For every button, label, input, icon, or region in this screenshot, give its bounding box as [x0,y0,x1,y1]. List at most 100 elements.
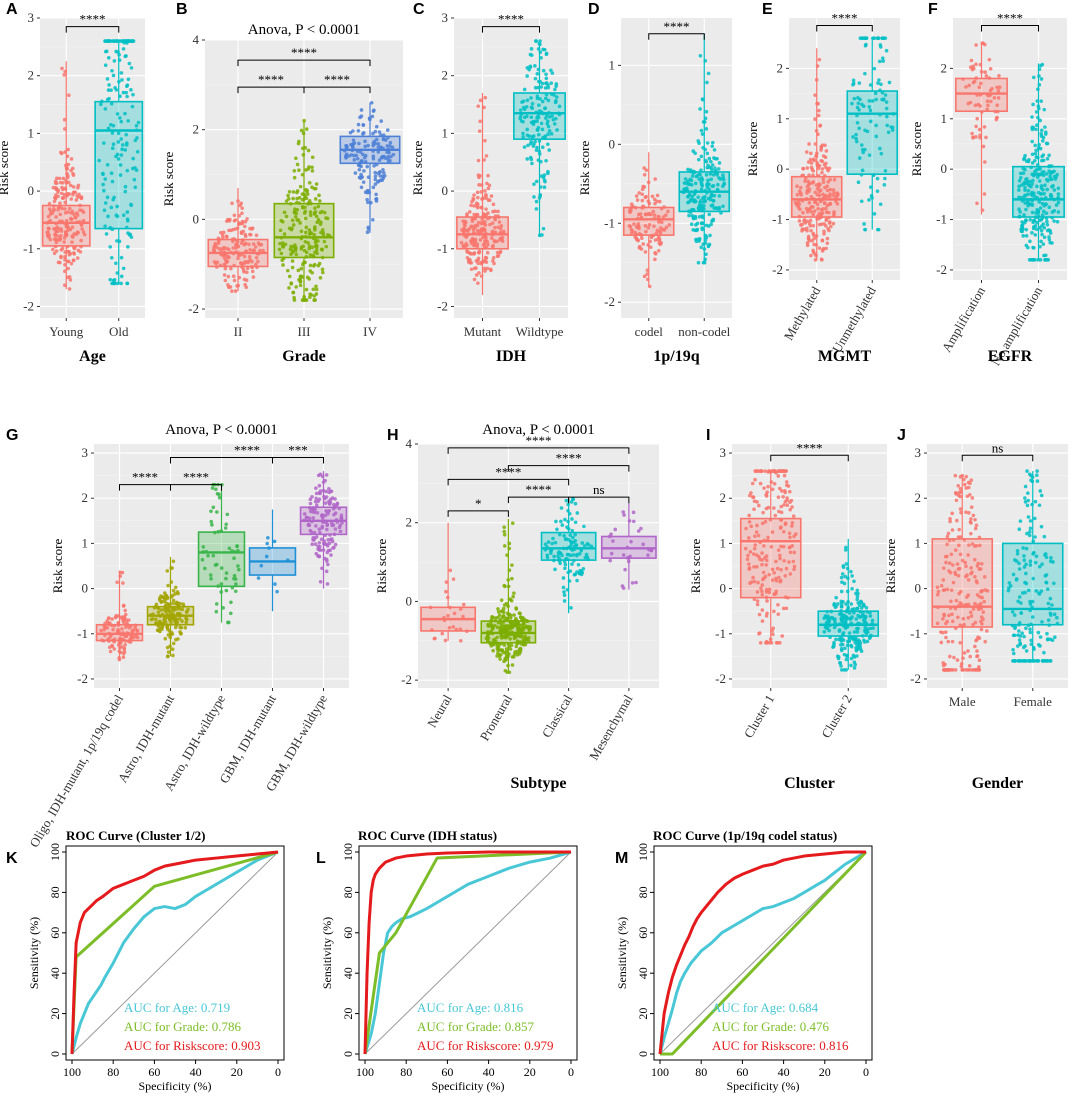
data-point [483,189,487,193]
data-point [941,630,945,635]
data-point [816,132,820,137]
data-point [687,213,691,218]
data-point [325,559,329,563]
data-point [818,124,822,128]
y-tick-label: 60 [48,927,62,939]
data-point [54,249,59,253]
data-point [859,199,864,204]
data-point [1032,516,1037,521]
data-point [482,158,486,162]
y-tick-label: 0 [941,161,948,176]
data-point [472,277,477,282]
data-point [704,159,709,164]
data-point [702,247,707,251]
data-point [109,88,113,92]
data-point [640,198,645,203]
data-point [805,166,810,170]
data-point [81,210,86,215]
data-point [765,611,769,616]
data-point [483,95,488,100]
data-point [52,199,57,204]
data-point [121,266,126,271]
data-point [1011,647,1015,652]
data-point [701,242,705,246]
data-point [700,132,705,136]
data-point [469,203,473,208]
data-point [964,486,969,490]
data-point [101,182,105,187]
data-point [573,501,578,506]
box [1012,165,1065,218]
data-point [115,204,119,209]
x-axis-title: Subtype [510,775,566,792]
data-point [53,196,58,201]
data-point [973,517,977,522]
data-point [844,602,848,606]
data-point [119,274,124,279]
data-point [822,232,826,236]
data-point [1037,74,1041,78]
data-point [506,578,510,582]
data-point [857,643,861,648]
data-point [237,213,242,218]
box [41,204,91,247]
data-point [224,588,229,593]
data-point [114,39,119,43]
data-point [653,201,657,206]
data-point [66,259,71,264]
data-point [119,71,124,75]
data-point [318,199,322,203]
data-point [66,210,70,214]
data-point [824,246,828,251]
data-point [806,236,811,241]
data-point [967,511,971,515]
data-point [59,191,64,196]
data-point [755,602,760,607]
x-tick-label: III [298,324,311,339]
data-point [54,193,58,197]
data-point [68,251,73,256]
data-point [1025,531,1029,536]
data-point [112,59,117,63]
data-point [1020,220,1024,224]
data-point [131,156,135,161]
y-axis-label: Risk score [410,141,425,196]
data-point [699,245,704,250]
data-point [105,77,110,81]
panel-letter: I [706,427,710,444]
data-point [538,194,543,198]
data-point [106,126,111,131]
data-point [119,137,123,141]
data-point [313,197,318,201]
data-point [968,654,972,659]
data-point [808,223,813,228]
data-point [1047,235,1051,239]
data-point [1013,659,1017,663]
data-point [253,245,258,249]
data-point [695,221,700,226]
data-point [219,590,223,594]
data-point [967,663,972,668]
data-point [1022,634,1026,639]
x-axis-title: Age [79,348,106,365]
x-tick-label: Female [1014,694,1052,709]
data-point [839,575,844,580]
data-point [265,541,270,546]
data-point [358,176,363,180]
data-point [717,161,722,165]
data-point [875,176,880,181]
data-point [238,261,243,265]
y-tick-label: -1 [77,626,88,641]
data-point [444,580,449,584]
data-point [537,152,542,156]
data-point [948,519,952,524]
data-point [980,41,985,45]
data-point [780,634,785,638]
y-tick-label: -1 [772,212,783,227]
data-point [693,228,698,233]
data-point [226,217,230,222]
data-point [52,251,57,256]
data-point [512,613,516,617]
data-point [479,261,483,266]
